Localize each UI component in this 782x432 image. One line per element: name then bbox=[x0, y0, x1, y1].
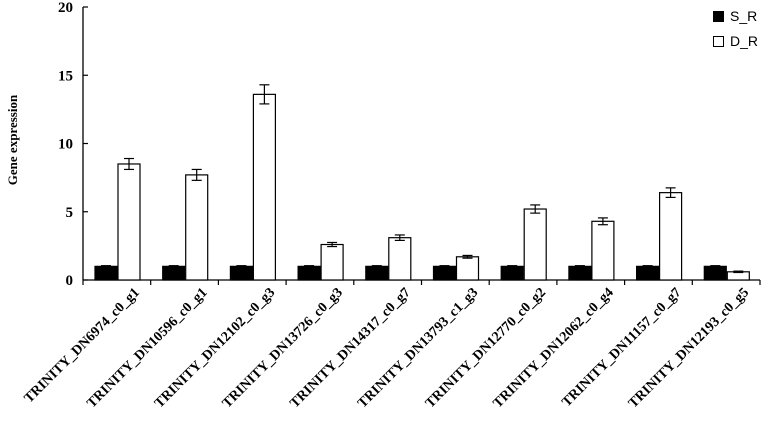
bar-d-r bbox=[523, 208, 547, 281]
legend-swatch-d-r bbox=[713, 35, 724, 47]
bar-s-r bbox=[432, 265, 457, 281]
bar-s-r bbox=[500, 265, 524, 281]
y-tick-label: 5 bbox=[66, 205, 74, 221]
bar-s-r bbox=[365, 265, 389, 281]
y-tick-label: 10 bbox=[58, 137, 73, 153]
x-tick-label: TRINITY_DN10596_c0_g1 bbox=[84, 285, 210, 411]
bar-s-r bbox=[297, 265, 321, 281]
x-tick-label: TRINITY_DN12062_c0_g4 bbox=[491, 285, 617, 411]
x-tick-label: TRINITY_DN12102_c0_g3 bbox=[152, 285, 278, 411]
bar-d-r bbox=[117, 163, 141, 281]
bar-d-r bbox=[252, 93, 276, 281]
bar-s-r bbox=[162, 265, 186, 281]
bar-d-r bbox=[658, 192, 683, 281]
legend-swatch-s-r bbox=[713, 10, 724, 22]
legend-label-d-r: D_R bbox=[730, 33, 759, 49]
bar-d-r bbox=[320, 243, 344, 281]
bar-d-r bbox=[388, 237, 412, 281]
y-tick-label: 0 bbox=[66, 273, 74, 289]
bar-d-r bbox=[455, 256, 480, 281]
x-tick-label: TRINITY_DN12770_c0_g2 bbox=[423, 285, 549, 411]
legend-item-s-r: S_R bbox=[713, 8, 757, 24]
bar-s-r bbox=[568, 265, 592, 281]
y-tick-label: 15 bbox=[58, 68, 73, 84]
error-bars bbox=[101, 84, 744, 274]
y-tick-label: 20 bbox=[58, 0, 73, 16]
axes bbox=[82, 6, 761, 285]
legend-label-s-r: S_R bbox=[730, 8, 758, 24]
bar-s-r bbox=[635, 265, 660, 281]
y-axis-label: Gene expression bbox=[5, 94, 20, 186]
bar-s-r bbox=[229, 265, 253, 281]
x-tick-label: TRINITY_DN6974_c0_g1 bbox=[22, 285, 143, 406]
bars bbox=[94, 93, 750, 281]
x-tick-label: TRINITY_DN14317_c0_g7 bbox=[288, 285, 414, 411]
bar-d-r bbox=[591, 220, 615, 281]
x-tick-label: TRINITY_DN12193_c0_g5 bbox=[626, 285, 752, 411]
x-tick-label: TRINITY_DN13793_c1_g3 bbox=[355, 285, 481, 411]
x-tick-label: TRINITY_DN11157_c0_g7 bbox=[559, 285, 684, 410]
x-tick-label: TRINITY_DN13726_c0_g3 bbox=[220, 285, 346, 411]
bar-s-r bbox=[703, 265, 727, 281]
legend-item-d-r: D_R bbox=[713, 33, 758, 49]
bar-d-r bbox=[185, 174, 209, 281]
bar-s-r bbox=[94, 265, 118, 281]
